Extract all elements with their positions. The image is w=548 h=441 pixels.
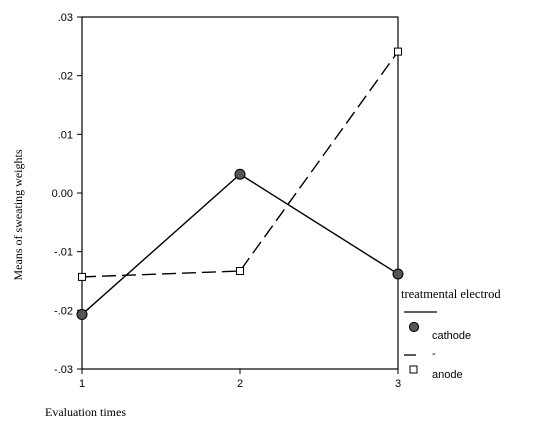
- legend-marker-anode: [409, 365, 418, 374]
- series-markers: [76, 47, 404, 320]
- y-tick-label: -.03: [54, 364, 73, 376]
- y-axis-ticks: .03 .02 .01 0.00 -.01 -.02 -.03: [52, 12, 82, 376]
- legend-label-cathode: cathode: [432, 330, 471, 342]
- legend: treatmental electrod cathode - anode: [401, 287, 501, 381]
- series-line-cathode: [81, 173, 399, 315]
- y-tick-label: .02: [58, 71, 73, 83]
- x-axis-label: Evaluation times: [45, 405, 126, 419]
- legend-title-continuation: -: [432, 348, 436, 360]
- y-axis-label: Means of sweating weights: [11, 149, 25, 280]
- legend-label-anode: anode: [432, 369, 463, 381]
- x-tick-label: 2: [237, 378, 243, 390]
- y-tick-label: 0.00: [52, 188, 73, 200]
- point-cathode: [392, 268, 404, 280]
- y-tick-label: -.02: [54, 305, 73, 317]
- point-cathode: [234, 168, 246, 180]
- point-anode: [78, 272, 86, 281]
- x-tick-label: 1: [79, 378, 85, 390]
- legend-marker-cathode: [408, 321, 420, 333]
- y-tick-label: -.01: [54, 247, 73, 259]
- plot-frame: [81, 16, 399, 370]
- point-anode: [236, 267, 244, 276]
- point-anode: [394, 47, 402, 56]
- point-cathode: [76, 308, 88, 320]
- y-tick-label: .03: [58, 12, 73, 24]
- series-line-anode: [81, 51, 399, 278]
- y-tick-label: .01: [58, 129, 73, 141]
- x-axis-ticks: 1 2 3: [79, 369, 401, 390]
- legend-title: treatmental electrod: [401, 287, 501, 301]
- x-tick-label: 3: [395, 378, 401, 390]
